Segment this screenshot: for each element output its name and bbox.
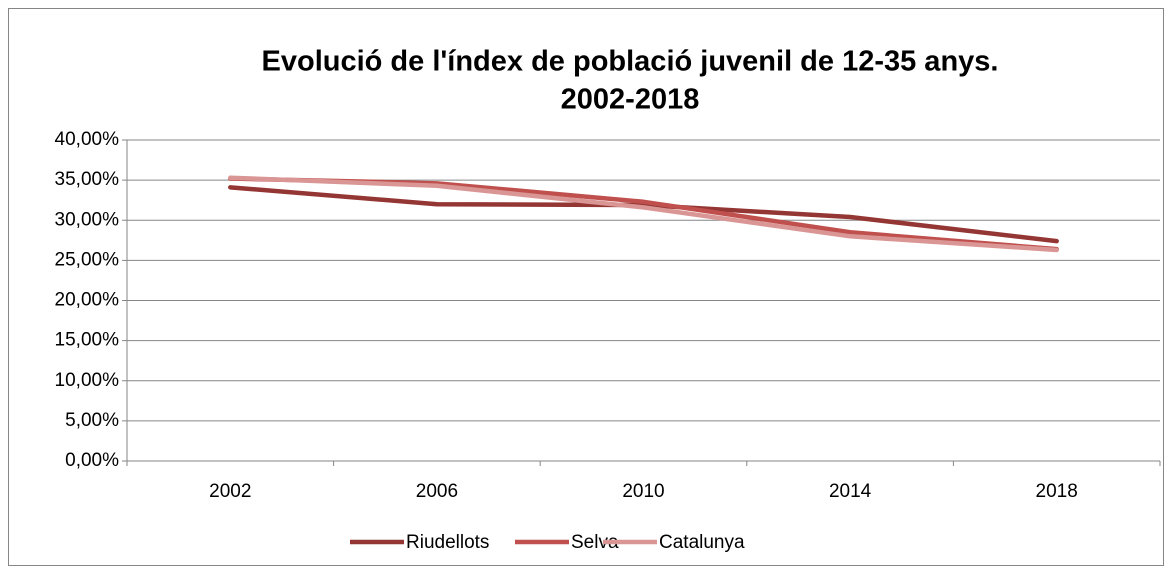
- chart-title: Evolució de l'índex de població juvenil …: [262, 46, 999, 78]
- x-tick-label: 2006: [416, 481, 458, 502]
- y-tick-label: 40,00%: [55, 129, 120, 150]
- x-tick-label: 2002: [209, 481, 251, 502]
- y-tick-label: 15,00%: [55, 330, 120, 351]
- legend-label: Catalunya: [659, 532, 745, 553]
- y-tick-label: 5,00%: [65, 410, 119, 431]
- legend-label: Selva: [571, 532, 619, 553]
- x-tick-label: 2010: [622, 481, 664, 502]
- x-tick-label: 2018: [1036, 481, 1078, 502]
- y-tick-label: 30,00%: [55, 209, 120, 230]
- legend-label: Riudellots: [406, 532, 489, 553]
- chart-title: 2002-2018: [561, 84, 700, 116]
- y-tick-label: 0,00%: [65, 450, 119, 471]
- y-tick-label: 20,00%: [55, 290, 120, 311]
- x-tick-label: 2014: [829, 481, 872, 502]
- series-line: [228, 185, 1059, 244]
- y-tick-label: 10,00%: [55, 370, 120, 391]
- series-line: [228, 175, 1059, 253]
- y-tick-label: 25,00%: [55, 249, 120, 270]
- y-tick-label: 35,00%: [55, 169, 120, 190]
- chart-frame: [8, 8, 1164, 566]
